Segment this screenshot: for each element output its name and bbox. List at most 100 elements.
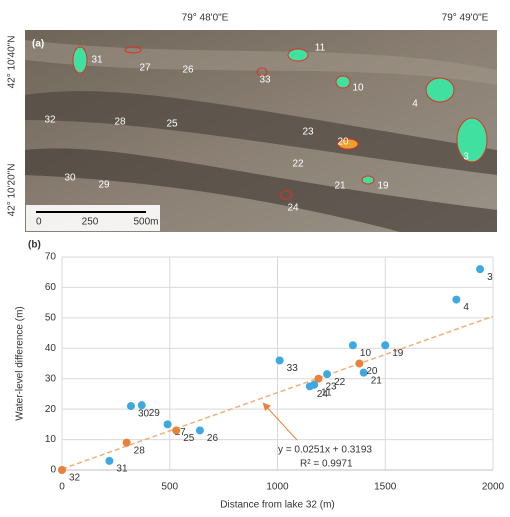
lake-label: 19 <box>377 181 389 192</box>
y-tick-label: 20 <box>45 404 57 415</box>
point <box>137 401 146 410</box>
point-label: 20 <box>366 366 378 377</box>
lake-label: 21 <box>334 181 346 192</box>
point <box>275 356 284 365</box>
lake-label: 22 <box>292 159 304 170</box>
lake <box>279 190 293 200</box>
lake-label: 33 <box>259 75 271 86</box>
point <box>314 374 323 383</box>
point-label: 27 <box>175 427 187 438</box>
point-label: 22 <box>334 377 346 388</box>
point-label: 10 <box>360 348 372 359</box>
lake-label: 4 <box>412 99 418 110</box>
map-panel <box>25 30 497 232</box>
y-tick-label: 30 <box>45 373 57 384</box>
lake-label: 11 <box>315 43 326 54</box>
y-tick-label: 40 <box>45 343 57 354</box>
lake <box>124 46 142 54</box>
point-label: 21 <box>371 375 383 386</box>
point-label: 23 <box>325 381 337 392</box>
point-label: 31 <box>116 464 128 475</box>
point <box>305 382 314 391</box>
point-label: 24 <box>317 389 329 400</box>
point-label: 28 <box>134 445 146 456</box>
trend-r2: R² = 0.9971 <box>300 459 353 470</box>
point <box>348 341 357 350</box>
scale-label: 0 <box>36 217 42 228</box>
lake <box>72 46 88 74</box>
lake-label: 31 <box>91 55 103 66</box>
lake-label: 24 <box>287 203 299 214</box>
lake-label: 10 <box>352 83 364 94</box>
lake <box>287 48 309 62</box>
lake-label: 28 <box>114 117 126 128</box>
x-tick-label: 0 <box>59 482 65 493</box>
point <box>105 456 114 465</box>
valley-band <box>25 148 497 232</box>
point <box>172 426 181 435</box>
longitude-label: 79° 49'0"E <box>442 13 489 24</box>
scale-label: 250 <box>82 217 99 228</box>
point-label: 3 <box>487 272 493 283</box>
point <box>381 341 390 350</box>
point <box>58 466 66 474</box>
point-label: 19 <box>392 348 404 359</box>
point-label: 30 <box>138 409 150 420</box>
point-label: 29 <box>149 408 161 419</box>
point <box>476 265 485 274</box>
y-axis-label: Water-level difference (m) <box>15 306 26 420</box>
lake-label: 20 <box>337 137 349 148</box>
ridge-band <box>25 40 497 85</box>
point-label: 4 <box>463 302 469 313</box>
point <box>452 295 461 304</box>
point-label: 25 <box>183 433 195 444</box>
y-tick-label: 50 <box>45 312 57 323</box>
annotation-arrow <box>262 402 298 441</box>
y-tick-label: 10 <box>45 434 57 445</box>
lake-label: 3 <box>463 152 469 163</box>
lake-label: 27 <box>139 63 151 74</box>
point <box>122 438 131 447</box>
lake-label: 29 <box>98 180 110 191</box>
y-tick-label: 70 <box>45 252 57 263</box>
point <box>126 402 135 411</box>
y-tick-label: 60 <box>45 282 57 293</box>
lake <box>456 117 488 163</box>
latitude-label: 42° 10'20"N <box>7 164 18 217</box>
longitude-label: 79° 48'0"E <box>182 13 229 24</box>
trendline <box>61 315 494 470</box>
x-axis-label: Distance from lake 32 (m) <box>220 500 334 511</box>
x-tick-label: 1000 <box>266 482 289 493</box>
lake <box>425 77 455 103</box>
panel-label: (a) <box>32 39 44 50</box>
point <box>359 368 368 377</box>
lake <box>337 138 359 150</box>
panel-label: (b) <box>28 240 41 251</box>
point <box>323 370 332 379</box>
y-tick-label: 0 <box>50 465 56 476</box>
lake-label: 25 <box>166 119 178 130</box>
lake-label: 30 <box>64 173 76 184</box>
scale-label: 500m <box>133 217 158 228</box>
valley-band <box>25 91 497 175</box>
latitude-label: 42° 10'40"N <box>7 36 18 89</box>
point-label: 11 <box>321 387 332 398</box>
scale-box <box>26 205 160 231</box>
x-tick-label: 1500 <box>374 482 397 493</box>
point-label: 32 <box>69 473 81 484</box>
trend-equation: y = 0.0251x + 0.3193 <box>278 445 372 456</box>
lake-label: 26 <box>182 65 194 76</box>
point-label: 26 <box>207 433 219 444</box>
point <box>163 420 172 429</box>
point <box>195 426 204 435</box>
lake <box>335 75 351 89</box>
x-tick-label: 500 <box>161 482 178 493</box>
x-tick-label: 2000 <box>482 482 505 493</box>
lake-label: 23 <box>302 127 314 138</box>
lake <box>361 175 375 185</box>
point <box>355 359 364 368</box>
point-label: 33 <box>287 363 299 374</box>
lake <box>256 67 268 77</box>
lake-label: 32 <box>44 115 56 126</box>
